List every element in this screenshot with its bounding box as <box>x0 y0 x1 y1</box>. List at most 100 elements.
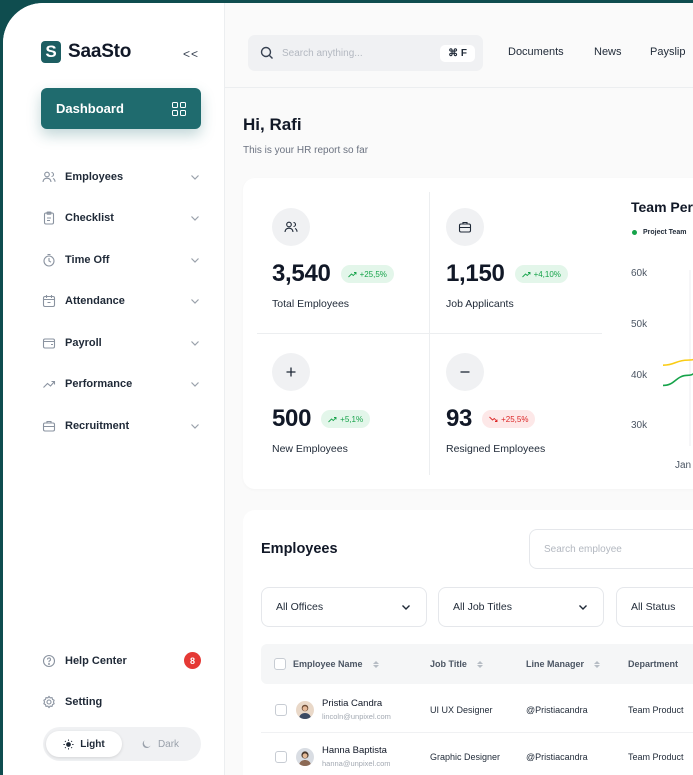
sidebar-item-label: Checklist <box>65 212 114 225</box>
theme-light-label: Light <box>80 738 105 750</box>
sidebar-item-help-center[interactable]: Help Center 8 <box>41 640 201 682</box>
sidebar-item-label: Payroll <box>65 336 102 349</box>
stopwatch-icon <box>41 252 57 268</box>
job-title-cell: UI UX Designer <box>430 704 493 715</box>
legend-dot <box>632 230 637 235</box>
row-checkbox-cell <box>275 733 287 775</box>
sun-icon <box>63 738 74 750</box>
sidebar-item-dashboard[interactable]: Dashboard <box>41 88 201 129</box>
filter-offices[interactable]: All Offices <box>261 587 427 627</box>
chevron-down-icon <box>191 216 199 222</box>
search-icon <box>260 46 273 59</box>
sidebar-item-label: Performance <box>65 378 133 391</box>
stat-new-employees: 500 +5,1% New Employees <box>272 353 371 455</box>
help-icon <box>41 653 57 669</box>
stat-label: Job Applicants <box>446 298 514 310</box>
stat-label: Total Employees <box>272 298 350 310</box>
sidebar-item-performance[interactable]: Performance <box>41 364 201 406</box>
trend-up-icon <box>328 416 337 422</box>
table-header: Employee Name Job Title Line Manager Dep… <box>261 644 693 684</box>
stat-label: New Employees <box>272 443 348 455</box>
sidebar-item-employees[interactable]: Employees <box>41 156 201 198</box>
sidebar-item-setting[interactable]: Setting <box>41 682 201 724</box>
stat-total-employees: 3,540 +25,5% Total Employees <box>272 208 394 310</box>
stat-change-badge: +5,1% <box>321 410 371 428</box>
theme-toggle: Light Dark <box>43 727 201 761</box>
sidebar-item-payroll[interactable]: Payroll <box>41 322 201 364</box>
filter-label: All Job Titles <box>453 601 512 613</box>
chart-title: Team Per <box>631 199 693 215</box>
page-subtitle: This is your HR report so far <box>243 145 369 156</box>
department-cell: Team Product <box>628 704 684 715</box>
sort-icon <box>372 660 379 668</box>
stat-change: +25,5% <box>501 414 529 424</box>
stat-value: 500 <box>272 405 312 432</box>
employees-card: Employees All Offices All Job Titles All… <box>243 510 693 775</box>
employee-search-input[interactable] <box>529 529 693 569</box>
trend-up-icon <box>347 271 357 277</box>
stat-change-badge: +25,5% <box>340 265 394 283</box>
column-header-job-title[interactable]: Job Title <box>430 644 483 684</box>
series-line-1 <box>662 358 693 366</box>
table-row[interactable]: Pristia Candra lincoln@unpixel.com UI UX… <box>261 686 693 733</box>
stat-change: +25,5% <box>359 269 387 279</box>
filter-status[interactable]: All Status <box>616 587 693 627</box>
filter-job-titles[interactable]: All Job Titles <box>438 587 604 627</box>
sidebar-item-recruitment[interactable]: Recruitment <box>41 405 201 447</box>
sidebar-item-label: Setting <box>65 696 103 709</box>
top-bar: ⌘ F Documents News Payslip <box>225 3 693 88</box>
stat-resigned-employees: 93 +25,5% Resigned Employees <box>446 353 545 455</box>
logo[interactable]: S SaaSto <box>41 41 131 63</box>
users-icon <box>272 208 310 246</box>
users-icon <box>41 169 57 185</box>
chevron-down-icon <box>402 605 410 610</box>
nav-link-payslip[interactable]: Payslip <box>650 46 686 58</box>
chevron-down-icon <box>191 382 199 388</box>
row-checkbox[interactable] <box>275 703 287 716</box>
column-header-label: Employee Name <box>293 659 363 669</box>
x-tick-label: Jan <box>675 460 692 471</box>
line-manager-cell[interactable]: @Pristiacandra <box>526 704 588 715</box>
legend-label: Project Team <box>643 229 687 236</box>
theme-light-button[interactable]: Light <box>46 731 122 757</box>
wallet-icon <box>41 335 57 351</box>
sidebar-item-attendance[interactable]: Attendance <box>41 281 201 323</box>
trend-icon <box>41 376 57 392</box>
stat-change: +5,1% <box>340 414 364 424</box>
stat-change-badge: +25,5% <box>482 410 536 428</box>
table-row[interactable]: Hanna Baptista hanna@unpixel.com Graphic… <box>261 733 693 775</box>
y-tick-label: 60k <box>631 268 648 279</box>
clipboard-icon <box>41 210 57 226</box>
column-header-label: Line Manager <box>526 659 585 669</box>
sidebar-item-time-off[interactable]: Time Off <box>41 239 201 281</box>
sidebar-item-checklist[interactable]: Checklist <box>41 198 201 240</box>
search-input[interactable] <box>282 47 441 59</box>
y-tick-label: 50k <box>631 319 648 330</box>
y-tick-label: 30k <box>631 420 648 431</box>
sidebar-bottom-nav: Help Center 8 Setting <box>41 640 201 723</box>
app-window: S SaaSto << Dashboard Employees Checklis… <box>3 3 693 775</box>
column-header-line-manager[interactable]: Line Manager <box>526 644 601 684</box>
employee-name: Hanna Baptista <box>322 745 387 756</box>
sidebar-item-label: Attendance <box>65 295 125 308</box>
sidebar-nav: Employees Checklist Time Off <box>41 156 201 447</box>
theme-dark-button[interactable]: Dark <box>122 731 198 757</box>
stats-card: 3,540 +25,5% Total Employees 1,150 +4,10… <box>243 178 693 489</box>
nav-link-news[interactable]: News <box>594 46 622 58</box>
column-header-department[interactable]: Department <box>628 644 678 684</box>
column-header-employee-name[interactable]: Employee Name <box>293 644 379 684</box>
sidebar-item-label: Help Center <box>65 654 127 667</box>
nav-link-documents[interactable]: Documents <box>508 46 564 58</box>
grid-icon <box>172 101 186 116</box>
select-all-checkbox[interactable] <box>274 658 286 670</box>
stat-value: 1,150 <box>446 260 505 287</box>
row-checkbox[interactable] <box>275 750 287 763</box>
avatar <box>296 747 314 766</box>
page-title: Hi, Rafi <box>243 115 302 134</box>
collapse-sidebar-button[interactable]: << <box>183 47 200 61</box>
line-manager-cell[interactable]: @Pristiacandra <box>526 751 588 762</box>
chart-legend: Project Team <box>632 229 686 236</box>
column-header-label: Job Title <box>430 659 467 669</box>
chevron-down-icon <box>191 340 199 346</box>
sidebar: S SaaSto << Dashboard Employees Checklis… <box>3 3 225 775</box>
